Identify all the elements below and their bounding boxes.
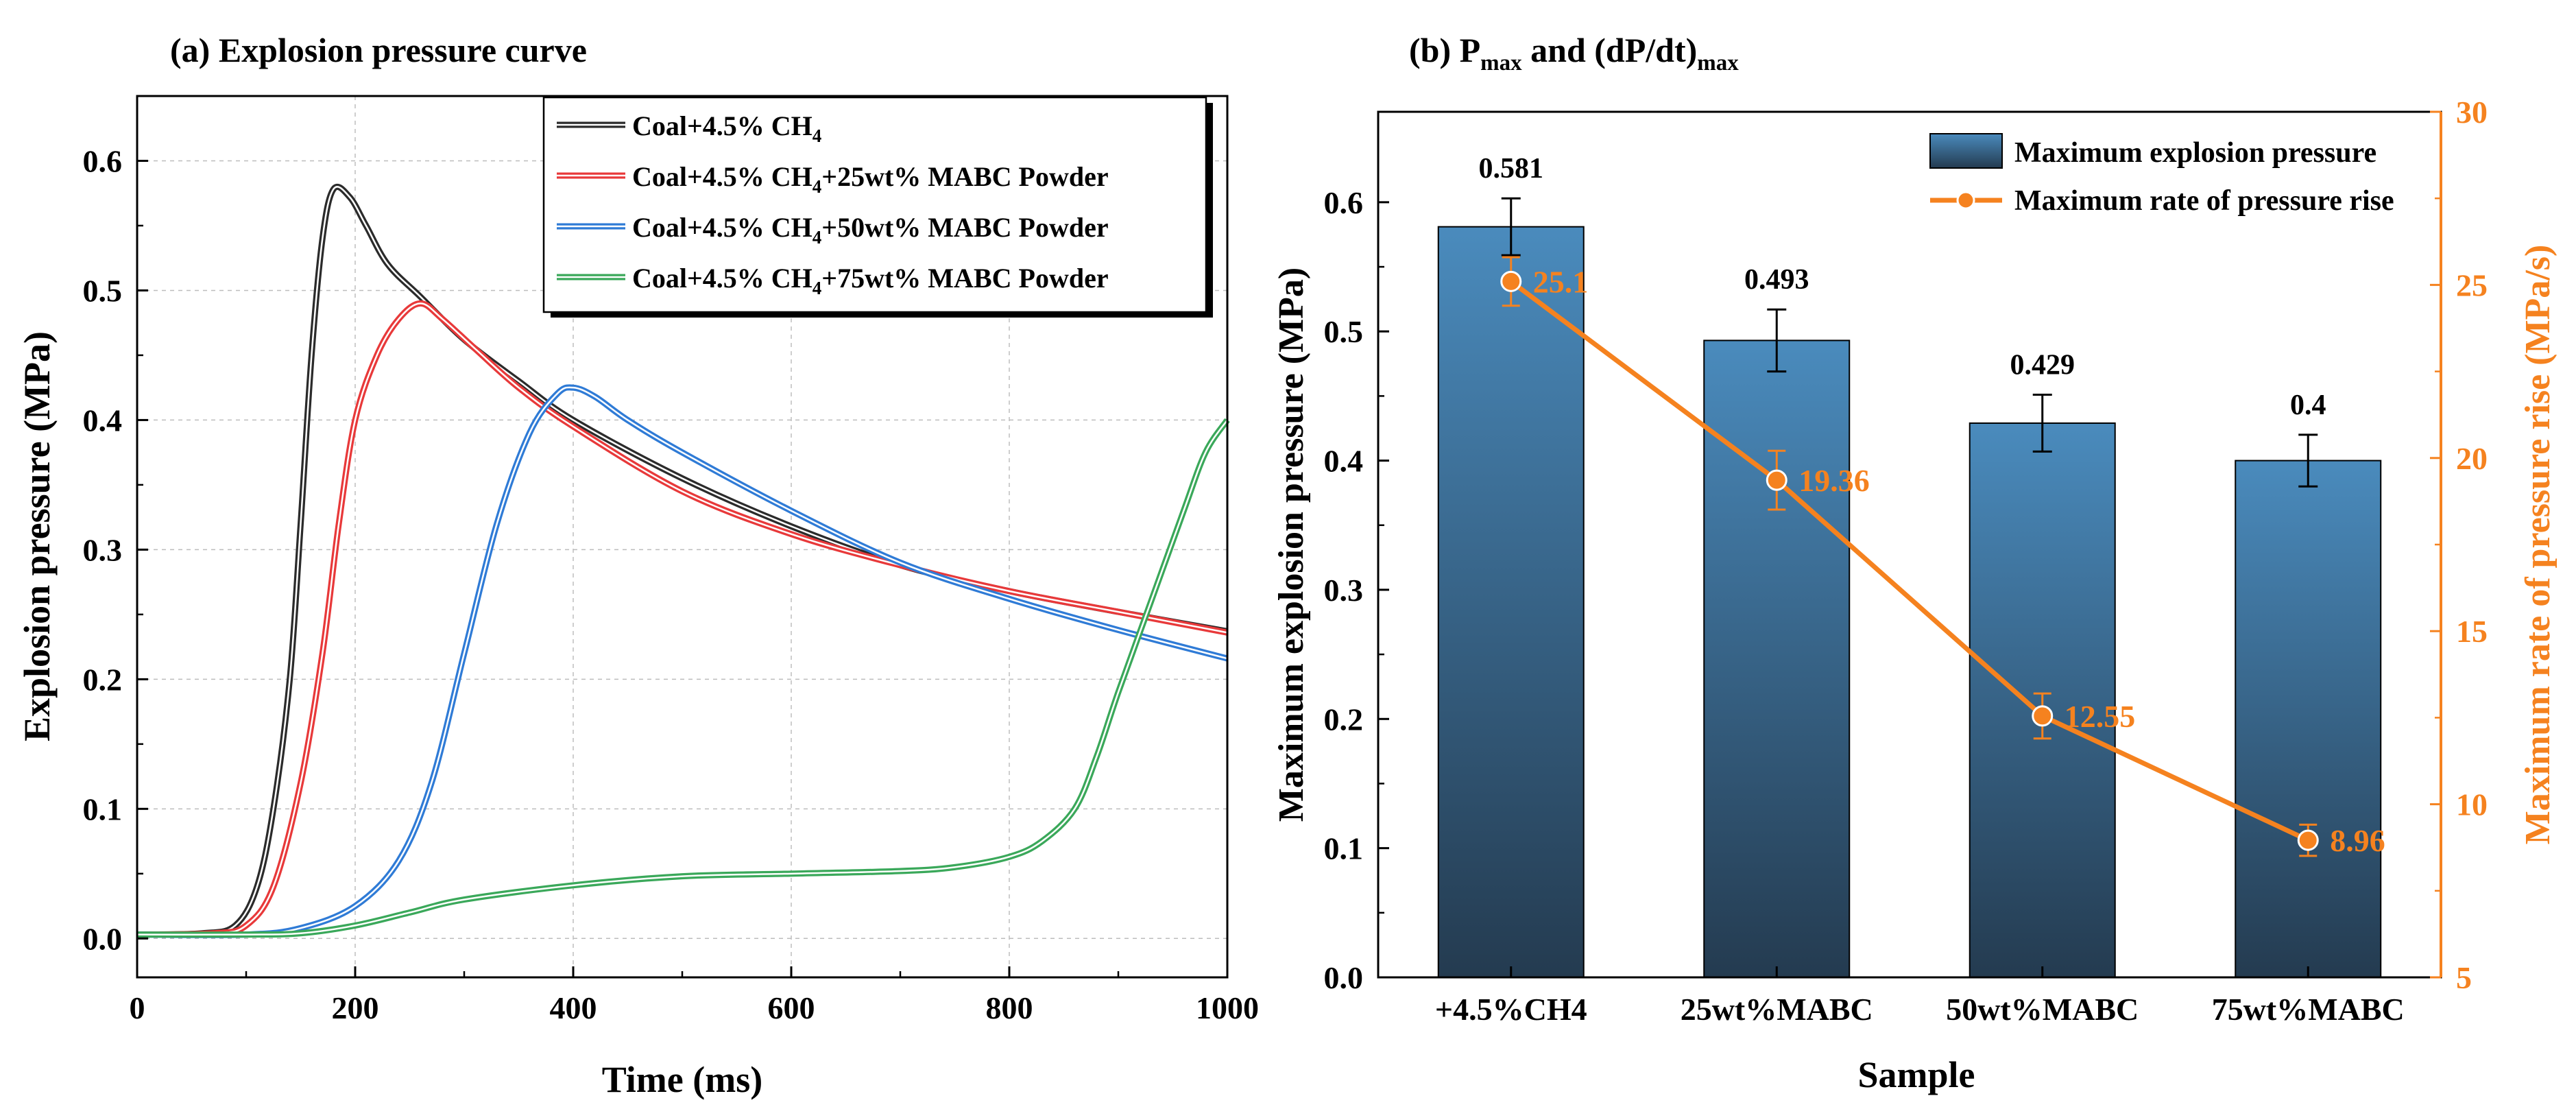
rate-marker (2032, 705, 2054, 727)
left-y-tick-label: 0.4 (1324, 444, 1364, 479)
bar-value-label: 0.429 (2010, 350, 2075, 381)
right-y-tick-label: 25 (2456, 267, 2488, 302)
left-y-tick-label: 0.0 (1324, 960, 1364, 995)
panel-a-legend-box (542, 96, 1207, 313)
legend-label-3: Coal+4.5% CH4+75wt% MABC Powder (632, 263, 1109, 298)
rate-marker (1766, 469, 1787, 491)
panel-a-ylabel: Explosion pressure (MPa) (16, 331, 58, 741)
right-y-tick-label: 20 (2456, 441, 2488, 476)
x-tick-label: 200 (332, 990, 379, 1025)
legend-label-2: Coal+4.5% CH4+50wt% MABC Powder (632, 212, 1109, 248)
rate-value-label: 25.1 (1533, 264, 1589, 299)
panel-a-xlabel: Time (ms) (602, 1059, 762, 1100)
legend-label-0: Coal+4.5% CH4 (632, 110, 821, 146)
y-tick-label: 0.0 (83, 921, 123, 956)
left-y-tick-label: 0.6 (1324, 185, 1364, 220)
bar-value-label: 0.4 (2290, 390, 2326, 421)
y-tick-label: 0.3 (83, 532, 123, 567)
series-line-2 (136, 384, 1229, 938)
x-category-label: 75wt%MABC (2212, 992, 2405, 1027)
right-y-tick-label: 30 (2456, 95, 2488, 130)
panel-b-xlabel: Sample (1857, 1054, 1975, 1095)
panel-a-series (136, 183, 1230, 938)
panel-a-title: (a) Explosion pressure curve (170, 31, 587, 69)
panel-a: (a) Explosion pressure curve 0 200 400 600 8… (16, 31, 1259, 1100)
rate-line (1509, 279, 2309, 843)
series-line-core-2 (136, 386, 1228, 936)
y-tick-label: 0.2 (83, 662, 123, 697)
bar-value-label: 0.493 (1744, 264, 1809, 296)
x-category-label: 50wt%MABC (1946, 992, 2139, 1027)
rate-marker (2297, 829, 2319, 851)
x-tick-label: 1000 (1196, 990, 1259, 1025)
panel-a-grid (137, 96, 1227, 977)
y-tick-label: 0.6 (83, 143, 123, 178)
x-category-label: 25wt%MABC (1681, 992, 1873, 1027)
legend-line-label: Maximum rate of pressure rise (2014, 185, 2394, 217)
y-tick-label: 0.4 (83, 403, 123, 438)
bar-value-label: 0.581 (1479, 153, 1544, 184)
left-y-tick-label: 0.3 (1324, 573, 1364, 608)
legend-line-marker (1956, 191, 1975, 210)
panel-b-y2label: Maximum rate of pressure rise (MPa/s) (2518, 245, 2557, 845)
panel-b-legend: Maximum explosion pressure Maximum rate … (1929, 133, 2394, 217)
panel-b-title: (b) Pmax and (dP/dt)max (1409, 31, 1739, 75)
panel-b-ylabel: Maximum explosion pressure (MPa) (1272, 267, 1311, 822)
panel-b-ticks: 0.0 0.1 0.2 0.3 0.4 0.5 0.6 5 10 15 20 25 30 +4.5%CH4… (1324, 95, 2488, 1027)
series-line-core-3 (136, 419, 1229, 936)
panel-a-ticks: 0 200 400 600 800 1000 0.0 0.1 0.2 0.3 0.4 0.5 0.6 (83, 143, 1260, 1025)
bar (1703, 339, 1851, 978)
x-tick-label: 400 (550, 990, 597, 1025)
rate-value-label: 8.96 (2330, 823, 2385, 858)
panel-b-rate-line: 25.1 19.36 12.55 8.96 (1500, 256, 2385, 858)
panel-a-legend: Coal+4.5% CH4 Coal+4.5% CH4+25wt% MABC Po… (542, 96, 1213, 318)
rate-marker (1500, 270, 1522, 292)
series-line-core-1 (136, 302, 1228, 936)
right-y-tick-label: 15 (2456, 614, 2488, 649)
right-y-tick-label: 5 (2456, 960, 2472, 995)
series-line-1 (136, 300, 1228, 938)
x-category-label: +4.5%CH4 (1435, 992, 1587, 1027)
rate-value-label: 12.55 (2065, 699, 2136, 734)
x-tick-label: 800 (986, 990, 1033, 1025)
y-tick-label: 0.1 (83, 791, 123, 826)
left-y-tick-label: 0.1 (1324, 831, 1364, 866)
bar (2235, 460, 2382, 978)
legend-bar-label: Maximum explosion pressure (2014, 137, 2376, 169)
panel-b: (b) Pmax and (dP/dt)max 0.5810.4930.4290… (1272, 31, 2557, 1095)
y-tick-label: 0.5 (83, 273, 123, 308)
x-tick-label: 600 (768, 990, 815, 1025)
left-y-tick-label: 0.2 (1324, 702, 1364, 737)
legend-label-1: Coal+4.5% CH4+25wt% MABC Powder (632, 161, 1109, 197)
right-y-tick-label: 10 (2456, 787, 2488, 822)
bar (1437, 226, 1585, 978)
legend-bar-swatch (1929, 133, 2003, 169)
x-tick-label: 0 (130, 990, 145, 1025)
left-y-tick-label: 0.5 (1324, 314, 1364, 349)
rate-value-label: 19.36 (1798, 463, 1870, 498)
